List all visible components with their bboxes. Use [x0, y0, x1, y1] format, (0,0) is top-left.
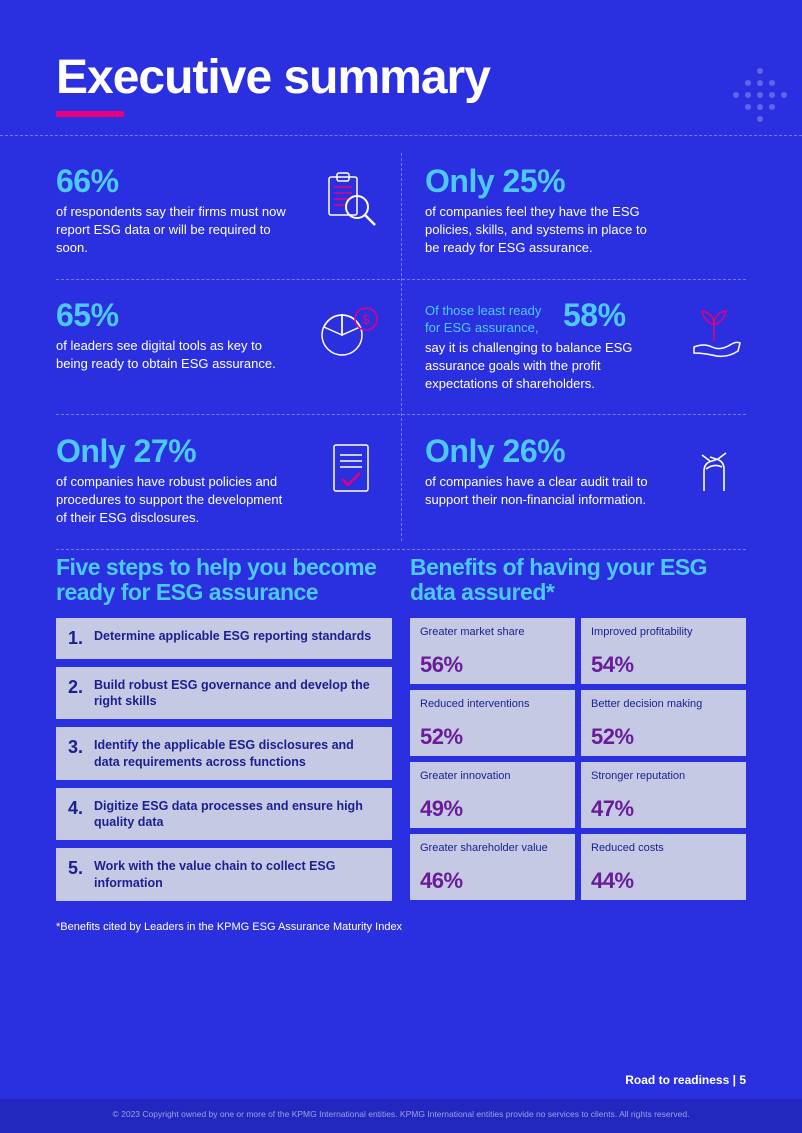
- benefit-item: Greater innovation 49%: [410, 762, 575, 828]
- stat-value: Only 25%: [425, 165, 746, 199]
- stat-value: Only 26%: [425, 435, 668, 469]
- benefits-column: Benefits of having your ESG data assured…: [410, 555, 746, 908]
- document-check-icon: [319, 441, 383, 497]
- benefit-value: 52%: [420, 724, 463, 749]
- stat-cell: 66% of respondents say their firms must …: [56, 145, 401, 279]
- footnote: *Benefits cited by Leaders in the KPMG E…: [56, 921, 746, 933]
- footer-doc: Road to readiness: [625, 1073, 729, 1087]
- footer-sep: |: [729, 1073, 739, 1087]
- stat-desc: of companies feel they have the ESG poli…: [425, 203, 655, 258]
- top-divider: [0, 135, 802, 136]
- plant-hand-icon: [682, 305, 746, 361]
- footer-page: 5: [739, 1073, 746, 1087]
- stat-desc: say it is challenging to balance ESG ass…: [425, 339, 635, 394]
- stats-grid: 66% of respondents say their firms must …: [56, 145, 746, 549]
- stat-desc: of respondents say their firms must now …: [56, 203, 286, 258]
- benefit-label: Greater innovation: [420, 770, 565, 796]
- benefit-label: Better decision making: [591, 698, 736, 724]
- benefit-label: Greater market share: [420, 626, 565, 652]
- benefit-value: 54%: [591, 652, 634, 677]
- stat-intro: Of those least ready for ESG assurance,: [425, 303, 555, 337]
- step-text: Determine applicable ESG reporting stand…: [94, 628, 371, 644]
- step-item: 4. Digitize ESG data processes and ensur…: [56, 788, 392, 841]
- stat-value: 65%: [56, 299, 305, 333]
- benefit-label: Stronger reputation: [591, 770, 736, 796]
- stat-cell: Only 25% of companies feel they have the…: [401, 145, 746, 279]
- benefit-item: Greater shareholder value 46%: [410, 834, 575, 900]
- benefits-title: Benefits of having your ESG data assured…: [410, 555, 746, 603]
- benefit-item: Better decision making 52%: [581, 690, 746, 756]
- stat-cell: 65% of leaders see digital tools as key …: [56, 279, 401, 415]
- step-text: Work with the value chain to collect ESG…: [94, 858, 380, 891]
- svg-text:$: $: [362, 312, 370, 327]
- stat-value: 66%: [56, 165, 305, 199]
- step-number: 3.: [68, 737, 86, 758]
- page-footer: Road to readiness | 5: [625, 1073, 746, 1087]
- benefit-item: Reduced costs 44%: [581, 834, 746, 900]
- steps-column: Five steps to help you become ready for …: [56, 555, 392, 908]
- benefit-value: 52%: [591, 724, 634, 749]
- handshake-icon: [682, 441, 746, 497]
- steps-title: Five steps to help you become ready for …: [56, 555, 392, 603]
- copyright: © 2023 Copyright owned by one or more of…: [0, 1109, 802, 1119]
- benefit-item: Improved profitability 54%: [581, 618, 746, 684]
- stat-cell: Of those least ready for ESG assurance, …: [401, 279, 746, 415]
- benefit-value: 47%: [591, 796, 634, 821]
- stat-desc: of leaders see digital tools as key to b…: [56, 337, 286, 373]
- step-number: 4.: [68, 798, 86, 819]
- benefits-grid: Greater market share 56% Improved profit…: [410, 618, 746, 900]
- clipboard-magnify-icon: [319, 171, 383, 231]
- step-number: 5.: [68, 858, 86, 879]
- stat-desc: of companies have a clear audit trail to…: [425, 473, 655, 509]
- benefit-value: 56%: [420, 652, 463, 677]
- benefit-value: 44%: [591, 868, 634, 893]
- step-item: 5. Work with the value chain to collect …: [56, 848, 392, 901]
- benefit-label: Reduced interventions: [420, 698, 565, 724]
- benefit-item: Reduced interventions 52%: [410, 690, 575, 756]
- stat-value: 58%: [563, 299, 626, 333]
- step-number: 1.: [68, 628, 86, 649]
- pie-dollar-icon: $: [319, 305, 383, 361]
- benefit-label: Improved profitability: [591, 626, 736, 652]
- stat-value: Only 27%: [56, 435, 305, 469]
- benefit-item: Stronger reputation 47%: [581, 762, 746, 828]
- step-item: 3. Identify the applicable ESG disclosur…: [56, 727, 392, 780]
- accent-bar: [56, 111, 124, 117]
- benefit-label: Greater shareholder value: [420, 842, 565, 868]
- horizontal-separator: [56, 549, 746, 550]
- benefit-value: 46%: [420, 868, 463, 893]
- step-text: Identify the applicable ESG disclosures …: [94, 737, 380, 770]
- step-item: 2. Build robust ESG governance and devel…: [56, 667, 392, 720]
- page-title: Executive summary: [56, 50, 746, 105]
- stat-cell: Only 26% of companies have a clear audit…: [401, 415, 746, 549]
- step-text: Digitize ESG data processes and ensure h…: [94, 798, 380, 831]
- stat-desc: of companies have robust policies and pr…: [56, 473, 286, 528]
- step-item: 1. Determine applicable ESG reporting st…: [56, 618, 392, 659]
- step-text: Build robust ESG governance and develop …: [94, 677, 380, 710]
- step-number: 2.: [68, 677, 86, 698]
- stat-cell: Only 27% of companies have robust polici…: [56, 415, 401, 549]
- benefit-value: 49%: [420, 796, 463, 821]
- benefit-item: Greater market share 56%: [410, 618, 575, 684]
- benefit-label: Reduced costs: [591, 842, 736, 868]
